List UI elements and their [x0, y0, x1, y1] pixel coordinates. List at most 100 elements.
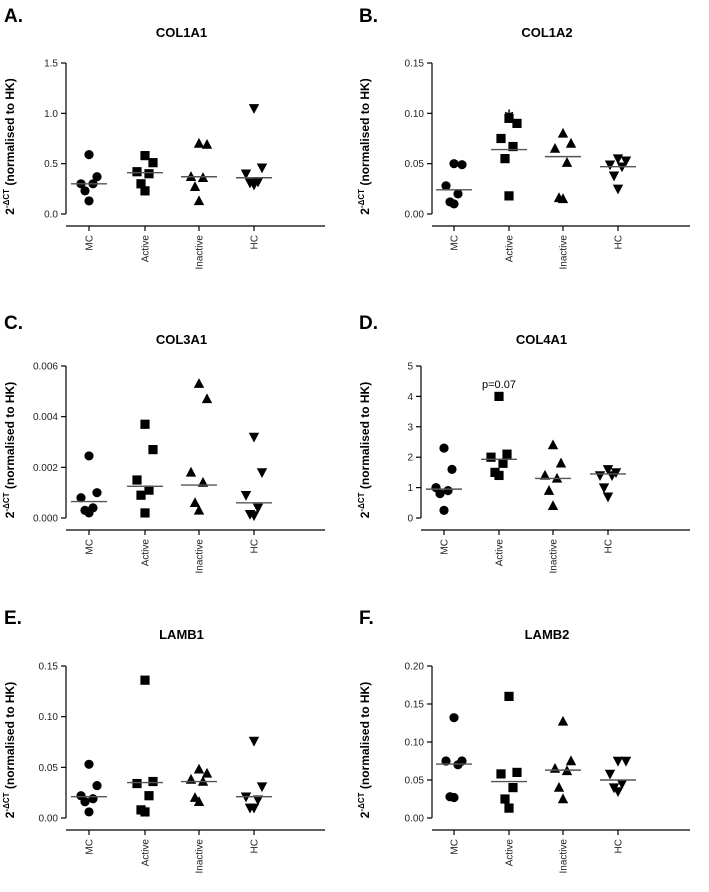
x-tick-label: HC [604, 539, 615, 553]
data-point [248, 180, 260, 191]
chart-title: LAMB2 [525, 627, 570, 642]
y-tick-label: 2 [407, 453, 413, 464]
data-point [248, 104, 260, 114]
x-tick-label: Active [505, 839, 516, 867]
data-point [201, 138, 213, 149]
data-point [504, 803, 514, 813]
x-tick-label: Inactive [195, 839, 206, 874]
x-tick-label: HC [250, 839, 261, 853]
panel-letter: C. [4, 313, 23, 334]
data-point [441, 756, 451, 766]
data-point [508, 783, 518, 793]
data-point [144, 485, 154, 495]
data-point [193, 195, 205, 206]
data-point [193, 796, 205, 806]
data-point [148, 158, 158, 168]
data-point [449, 159, 459, 169]
data-point [140, 419, 150, 429]
data-point [547, 439, 559, 450]
data-point [185, 466, 197, 477]
x-tick-label: Active [141, 235, 152, 263]
y-axis-label: 2-ΔCT (normalised to HK) [2, 682, 17, 818]
data-point [84, 807, 94, 817]
y-tick-label: 0.002 [33, 463, 58, 474]
panel-col1a2: B. COL1A2 2-ΔCT (normalised to HK) 0.00 0.05… [357, 6, 690, 269]
x-tick-label: Inactive [559, 235, 570, 270]
data-point [84, 508, 94, 518]
y-tick-label: 0.00 [405, 210, 425, 221]
data-point [88, 794, 98, 804]
y-tick-label: 1 [407, 483, 413, 494]
data-point [449, 792, 459, 803]
y-tick-label: 0.10 [39, 712, 59, 723]
panel-letter: F. [359, 608, 374, 629]
x-tick-label: Inactive [559, 839, 570, 874]
data-point [140, 186, 150, 196]
x-tick-label: MC [85, 839, 96, 855]
y-tick-label: 0.000 [33, 514, 58, 525]
y-tick-label: 0.15 [405, 59, 425, 70]
x-tick-label: MC [450, 839, 461, 855]
data-point [132, 778, 142, 789]
data-point [92, 780, 102, 791]
y-tick-label: 0 [407, 514, 413, 525]
y-axis-label: 2-ΔCT (normalised to HK) [2, 78, 17, 214]
data-point [616, 779, 628, 790]
x-tick-label: Inactive [195, 539, 206, 574]
data-point [565, 755, 577, 766]
y-tick-label: 0.00 [39, 814, 59, 825]
data-point [80, 797, 90, 807]
data-point [449, 199, 459, 209]
data-point [508, 141, 518, 152]
data-point [140, 675, 150, 685]
y-tick-label: 0.006 [33, 362, 58, 373]
data-point [486, 452, 496, 462]
data-point [612, 184, 624, 195]
data-point [496, 133, 506, 144]
data-point [441, 181, 451, 191]
data-point [435, 489, 445, 499]
data-point [201, 393, 213, 404]
data-point [598, 483, 610, 494]
panel-letter: D. [359, 313, 378, 334]
p-value-annotation: p=0.07 [482, 379, 516, 391]
data-point [557, 715, 569, 726]
data-point [604, 769, 616, 780]
data-point [549, 763, 561, 773]
data-point [453, 760, 463, 770]
x-tick-label: Inactive [549, 539, 560, 574]
data-point [496, 769, 506, 779]
data-point [252, 503, 264, 514]
data-point [193, 378, 205, 388]
data-point [256, 782, 268, 793]
x-tick-label: HC [250, 539, 261, 553]
x-tick-label: Inactive [195, 235, 206, 270]
data-point [240, 491, 252, 501]
data-point [512, 767, 522, 777]
data-point [604, 160, 616, 171]
significance-annotation: * [504, 105, 513, 132]
chart-title: COL4A1 [516, 332, 567, 347]
data-point [256, 468, 268, 478]
data-point [494, 391, 504, 401]
data-point [144, 791, 154, 801]
y-axis-label: 2-ΔCT (normalised to HK) [2, 382, 17, 518]
y-tick-label: 0.05 [39, 763, 59, 774]
y-axis-label: 2-ΔCT (normalised to HK) [357, 78, 372, 214]
data-point [543, 485, 555, 495]
data-point [197, 476, 209, 487]
data-point [84, 150, 94, 160]
x-tick-label: MC [450, 235, 461, 251]
data-point [449, 713, 459, 723]
y-tick-label: 0.10 [405, 738, 425, 749]
data-point [193, 137, 205, 148]
data-point [92, 488, 102, 498]
y-tick-label: 0.15 [39, 662, 59, 673]
x-tick-label: Active [495, 539, 506, 567]
chart-title: COL1A1 [156, 25, 207, 40]
panel-letter: B. [359, 6, 378, 27]
data-point [557, 193, 569, 204]
data-point [612, 787, 624, 797]
x-tick-label: HC [614, 235, 625, 249]
data-point [248, 803, 260, 814]
